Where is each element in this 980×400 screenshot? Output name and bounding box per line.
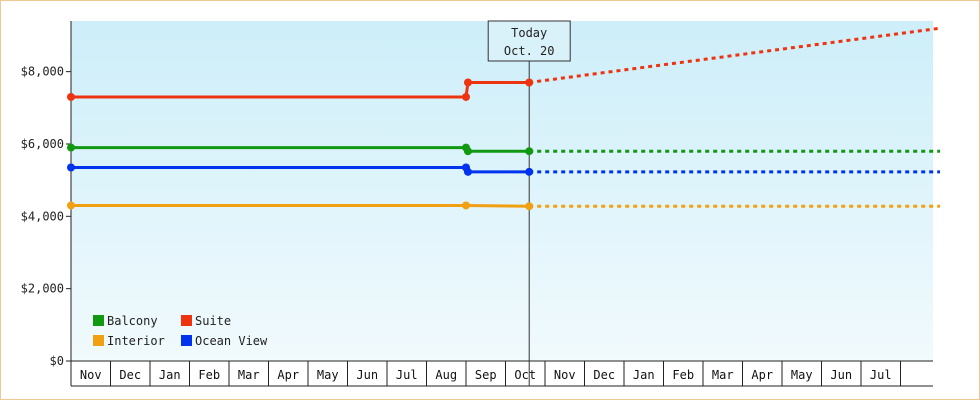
legend-swatch-ocean-view [181, 335, 192, 346]
legend: Balcony Suite Interior Ocean View [93, 314, 268, 348]
month-label: Feb [672, 368, 694, 382]
legend-swatch-interior [93, 335, 104, 346]
series-ocean-view-point [67, 163, 75, 172]
series-balcony-point [525, 147, 534, 156]
y-tick-label: $0 [50, 354, 64, 368]
series-interior-point [462, 201, 470, 210]
series-balcony-point [463, 147, 472, 156]
today-box [487, 20, 571, 62]
y-tick-label: $8,000 [21, 65, 64, 79]
month-label: Jul [396, 368, 418, 382]
month-label: Nov [554, 368, 576, 382]
legend-swatch-suite [181, 315, 192, 326]
month-label: Aug [435, 368, 457, 382]
today-date: Oct. 20 [504, 44, 555, 58]
month-label: Dec [593, 368, 615, 382]
series-interior-point [525, 202, 534, 211]
series-suite-point [67, 92, 75, 101]
today-marker: Today Oct. 20 [487, 20, 571, 386]
series-balcony-point [67, 143, 75, 152]
month-label: Nov [80, 368, 102, 382]
month-label: Feb [198, 368, 220, 382]
month-label: Mar [712, 368, 734, 382]
y-tick-label: $4,000 [21, 209, 64, 223]
x-axis: Nov Dec Jan Feb Mar Apr May Jun Jul Aug Sep Oct Nov D… [70, 360, 933, 387]
series-interior-line [71, 203, 530, 208]
series-suite-point [463, 78, 472, 87]
legend-label-ocean-view: Ocean View [195, 334, 268, 348]
legend-label-suite: Suite [195, 314, 231, 328]
y-tick-label: $6,000 [21, 137, 64, 151]
series-suite-point [525, 78, 534, 87]
plot-area [71, 21, 933, 361]
series-suite-point [462, 92, 470, 101]
month-label: Jan [159, 368, 181, 382]
series-suite-projection [529, 26, 941, 84]
month-label: Jan [633, 368, 655, 382]
month-label: Dec [119, 368, 141, 382]
legend-label-balcony: Balcony [107, 314, 158, 328]
month-label: Sep [475, 368, 497, 382]
month-label: May [317, 368, 339, 382]
month-label: Jun [356, 368, 378, 382]
series-suite-line [71, 80, 530, 99]
month-label: Mar [238, 368, 260, 382]
y-axis: $0 $2,000 $4,000 $6,000 $8,000 [21, 21, 72, 368]
series-layer [67, 26, 941, 211]
legend-swatch-balcony [93, 315, 104, 326]
series-interior-point [67, 201, 75, 210]
month-label: Jun [830, 368, 852, 382]
series-ocean-view-point [463, 167, 472, 176]
y-tick-label: $2,000 [21, 282, 64, 296]
legend-label-interior: Interior [107, 334, 165, 348]
month-label: Jul [870, 368, 892, 382]
month-label: May [791, 368, 813, 382]
month-label: Oct [514, 368, 536, 382]
month-label: Apr [751, 368, 773, 382]
today-title: Today [511, 26, 547, 40]
month-label: Apr [277, 368, 299, 382]
series-ocean-view-point [525, 167, 534, 176]
